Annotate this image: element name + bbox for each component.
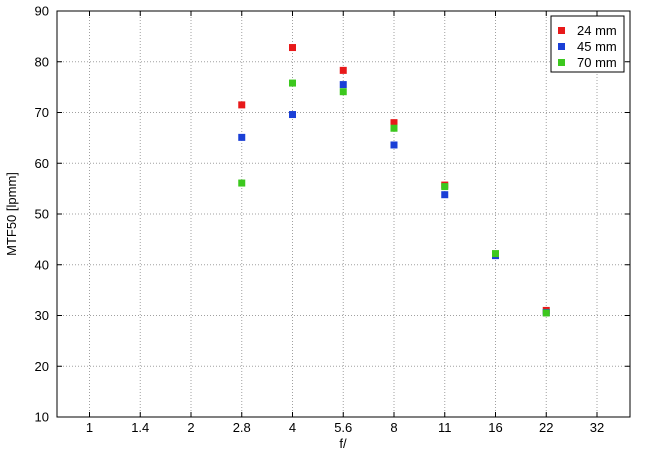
x-tick-label: 8 [390,420,397,435]
y-tick-labels: 10 20 30 40 50 60 70 80 90 [35,4,49,425]
data-point-24mm [339,66,347,74]
y-tick-label: 40 [35,257,49,272]
y-axis-label: MTF50 [lpmm] [4,172,19,256]
y-tick-label: 30 [35,308,49,323]
y-tick-label: 50 [35,207,49,222]
legend-marker-70mm [558,59,565,66]
data-point-24mm [289,44,296,52]
y-tick-label: 90 [35,4,49,19]
x-tick-labels: 1 1.4 2 2.8 4 5.6 8 11 16 22 32 [86,420,604,435]
data-point-45mm [289,111,296,119]
legend-marker-45mm [558,43,565,50]
x-tick-label: 32 [590,420,604,435]
legend-label-45mm: 45 mm [577,39,617,54]
data-point-24mm [238,101,246,109]
y-tick-label: 60 [35,156,49,171]
x-tick-label: 4 [289,420,296,435]
data-point-70mm [289,79,296,87]
legend-marker-24mm [558,27,565,34]
x-axis-label: f/ [339,436,347,451]
x-tick-label: 2 [187,420,194,435]
legend: 24 mm 45 mm 70 mm [550,15,625,73]
data-point-45mm [238,133,246,141]
y-tick-label: 80 [35,54,49,69]
plot-frame [56,10,631,418]
x-tick-label: 11 [438,420,452,435]
x-tick-label: 1 [86,420,93,435]
x-tick-label: 2.8 [233,420,251,435]
data-point-70mm [492,250,499,258]
data-point-70mm [238,179,246,187]
legend-label-70mm: 70 mm [577,55,617,70]
data-point-45mm [390,141,398,149]
x-tick-label: 1.4 [131,420,149,435]
y-tick-label: 70 [35,105,49,120]
x-tick-label: 16 [488,420,502,435]
data-point-24mm [390,119,398,127]
data-point-70mm [542,309,550,317]
y-tick-label: 10 [35,410,49,425]
grid [57,11,630,417]
data-points [238,44,550,317]
data-point-70mm [339,88,347,96]
y-tick-label: 20 [35,359,49,374]
x-tick-label: 5.6 [334,420,352,435]
data-point-45mm [339,81,347,89]
x-tick-label: 22 [539,420,553,435]
data-point-70mm [390,124,398,132]
data-point-70mm [441,183,449,191]
data-point-45mm [441,191,449,199]
legend-label-24mm: 24 mm [577,23,617,38]
